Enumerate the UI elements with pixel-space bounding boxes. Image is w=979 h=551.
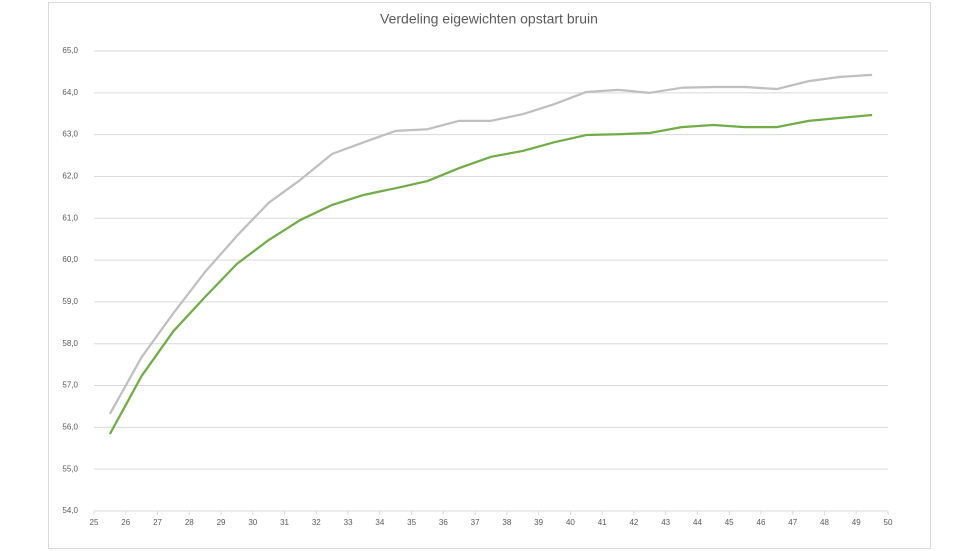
x-tick-label: 48 [820,518,829,527]
x-tick-label: 50 [884,518,893,527]
y-tick-label: 54,0 [62,506,78,515]
chart-border [48,2,931,549]
x-tick-label: 38 [502,518,511,527]
x-tick-label: 30 [248,518,257,527]
x-tick-label: 45 [725,518,734,527]
y-tick-label: 65,0 [62,46,78,55]
y-tick-label: 61,0 [62,213,78,222]
x-tick-label: 28 [185,518,194,527]
x-tick-label: 34 [375,518,384,527]
x-tick-label: 35 [407,518,416,527]
x-tick-label: 37 [471,518,480,527]
y-tick-label: 57,0 [62,381,78,390]
y-tick-label: 62,0 [62,172,78,181]
x-tick-label: 31 [280,518,289,527]
x-tick-label: 33 [344,518,353,527]
y-tick-label: 59,0 [62,297,78,306]
x-tick-label: 32 [312,518,321,527]
series-line [108,73,873,415]
x-tick-label: 41 [598,518,607,527]
chart-title: Verdeling eigewichten opstart bruin [380,11,598,27]
x-tick-label: 36 [439,518,448,527]
x-tick-label: 40 [566,518,575,527]
y-tick-label: 60,0 [62,255,78,264]
x-tick-label: 26 [121,518,130,527]
series-line [108,113,873,435]
x-tick-label: 27 [153,518,162,527]
x-tick-label: 49 [852,518,861,527]
x-tick-label: 47 [788,518,797,527]
y-tick-label: 55,0 [62,464,78,473]
y-tick-label: 64,0 [62,88,78,97]
x-tick-label: 44 [693,518,702,527]
x-tick-label: 25 [90,518,99,527]
y-tick-label: 56,0 [62,422,78,431]
x-tick-label: 39 [534,518,543,527]
y-tick-label: 63,0 [62,130,78,139]
x-tick-label: 46 [757,518,766,527]
y-tick-label: 58,0 [62,339,78,348]
x-tick-label: 42 [629,518,638,527]
x-tick-label: 43 [661,518,670,527]
x-tick-label: 29 [217,518,226,527]
